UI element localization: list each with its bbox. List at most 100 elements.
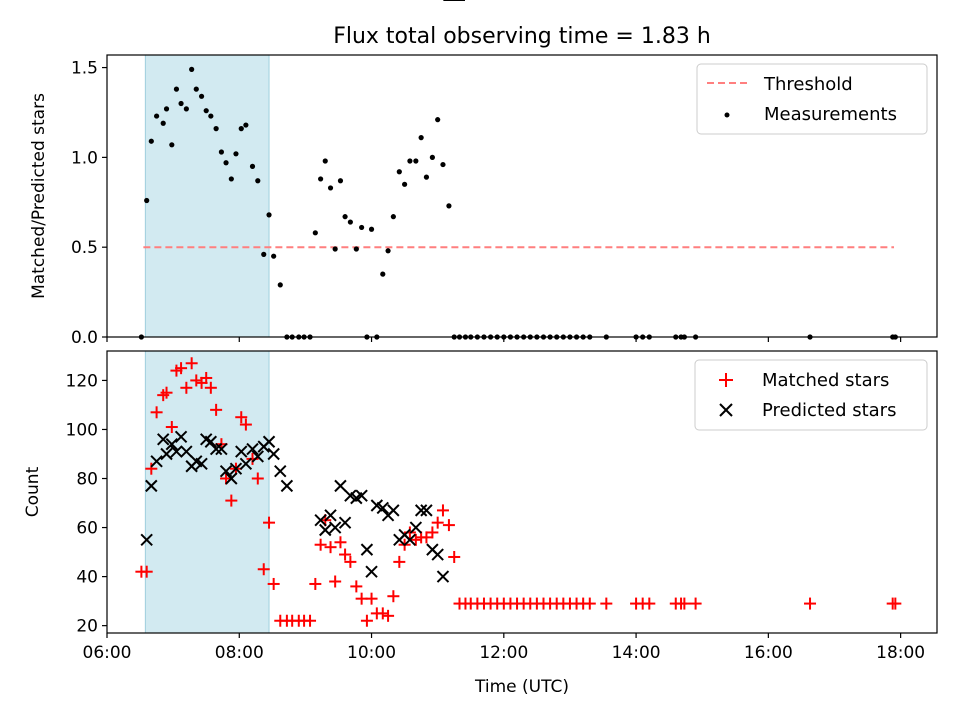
measurement-point	[353, 246, 359, 252]
measurement-point	[208, 113, 214, 119]
top-axes: 0.0 0.5 1.0 1.5 Matched/Predicted stars Thr…	[29, 54, 938, 348]
top-legend-box	[696, 63, 928, 135]
matched-star-point	[678, 597, 691, 610]
legend-measurements-swatch	[724, 112, 730, 118]
predicted-star-point	[165, 437, 179, 451]
predicted-star-point	[246, 442, 259, 456]
predicted-star-point	[319, 523, 332, 537]
predicted-star-point	[387, 504, 400, 517]
x-tick-label: 06:00	[83, 643, 132, 663]
predicted-star-point	[262, 435, 276, 448]
measurement-point	[312, 230, 318, 236]
bottom-legend-box	[694, 359, 928, 431]
measurement-point	[318, 176, 324, 182]
matched-star-point	[334, 536, 347, 549]
measurement-point	[429, 154, 435, 160]
matched-star-point	[889, 597, 902, 610]
predicted-star-point	[409, 521, 423, 534]
predicted-star-point	[235, 445, 248, 458]
matched-star-point	[180, 381, 193, 394]
measurement-point	[342, 214, 348, 220]
matched-star-point	[185, 357, 198, 370]
matched-star-point	[365, 592, 378, 605]
matched-star-point	[344, 555, 357, 568]
measurement-point	[223, 160, 229, 166]
matched-star-point	[145, 462, 158, 475]
x-tick-label: 12:00	[479, 643, 528, 663]
matched-star-point	[387, 590, 400, 603]
matched-star-point	[314, 538, 327, 551]
y-tick-label: 0.5	[71, 238, 98, 258]
measurement-point	[390, 214, 396, 220]
measurement-point	[396, 169, 402, 175]
matched-star-point	[583, 597, 596, 610]
predicted-star-point	[403, 533, 417, 547]
predicted-star-point	[195, 457, 208, 471]
matched-star-point	[382, 609, 395, 622]
matched-star-point	[140, 565, 153, 578]
matched-star-point	[689, 597, 702, 610]
measurement-point	[418, 135, 424, 141]
measurement-point	[337, 178, 344, 184]
measurement-point	[189, 66, 195, 72]
legend-matched-swatch	[719, 373, 733, 387]
matched-star-point	[267, 577, 280, 590]
measurement-point	[218, 149, 225, 155]
bottom-y-ticks: 20 40 60 80 100 120	[66, 371, 107, 637]
top-legend: Threshold Measurements	[696, 63, 928, 135]
bottom-axes: 20 40 60 80 100 120 06:00 08:00 10:00 12:00 14:00…	[23, 0, 938, 697]
matched-star-point	[160, 386, 173, 399]
measurement-point	[446, 203, 452, 209]
predicted-star-point	[414, 504, 428, 517]
predicted-star-point	[420, 504, 433, 517]
matched-star-point	[165, 421, 178, 434]
measurement-point	[327, 185, 334, 191]
matched-star-point	[225, 494, 238, 507]
measurement-point	[169, 142, 175, 148]
y-tick-label: 120	[66, 371, 98, 391]
matched-star-point	[235, 411, 248, 424]
measurement-point	[238, 126, 244, 132]
legend-threshold-label: Threshold	[763, 74, 853, 95]
measurement-point	[385, 248, 391, 254]
predicted-star-point	[360, 543, 374, 556]
predicted-star-point	[251, 450, 264, 463]
matched-star-point	[360, 614, 373, 627]
predicted-star-point	[215, 442, 228, 456]
predicted-star-point	[204, 435, 218, 448]
measurement-point	[198, 93, 205, 99]
matched-star-point	[643, 597, 656, 610]
measurement-point	[148, 138, 154, 144]
predicted-star-point	[338, 516, 352, 529]
predicted-star-point	[280, 479, 294, 493]
matched-star-point	[376, 607, 389, 620]
predicted-star-point	[150, 455, 163, 468]
matched-star-point	[304, 614, 317, 627]
x-tick-label: 10:00	[347, 643, 396, 663]
matched-star-point	[442, 519, 455, 532]
measurement-point	[266, 212, 272, 218]
measurement-point	[213, 126, 219, 132]
top-axes-frame	[106, 54, 938, 338]
predicted-star-point	[365, 565, 378, 578]
predicted-star-point	[431, 548, 444, 561]
matched-star-point	[204, 381, 217, 394]
matched-star-point	[350, 580, 363, 593]
y-tick-label: 60	[76, 519, 98, 539]
matched-star-point	[251, 472, 264, 485]
measurement-point	[233, 151, 239, 157]
measurement-point	[203, 108, 209, 114]
measurement-point	[193, 86, 199, 92]
predicted-star-point	[225, 472, 238, 485]
predicted-star-point	[157, 433, 170, 446]
matched-star-point	[409, 533, 422, 546]
y-tick-label: 40	[76, 568, 98, 588]
x-axis-label: Time (UTC)	[474, 677, 569, 697]
predicted-star-point	[209, 442, 223, 456]
y-tick-label: 80	[76, 470, 98, 490]
predicted-star-point	[324, 509, 337, 522]
measurement-point	[183, 106, 189, 112]
predicted-star-point	[160, 447, 173, 461]
predicted-star-point	[314, 513, 327, 527]
x-tick-label: 16:00	[744, 643, 793, 663]
